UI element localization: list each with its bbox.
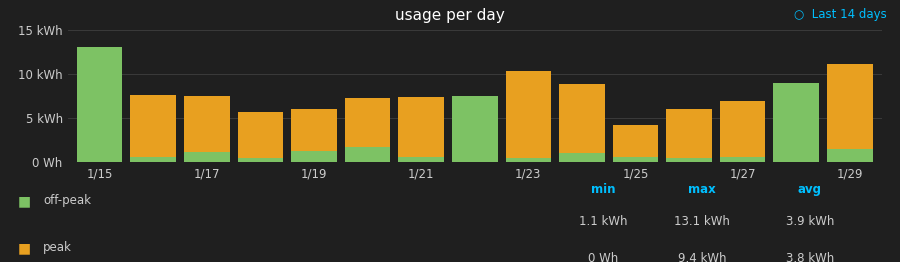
Text: ■: ■ (18, 241, 32, 255)
Bar (292, 108, 337, 151)
Bar (613, 125, 658, 157)
Bar (345, 98, 391, 146)
Text: 3.8 kWh: 3.8 kWh (786, 252, 834, 262)
Bar (238, 112, 284, 158)
Bar (76, 47, 122, 162)
Bar (773, 83, 819, 162)
Text: usage per day: usage per day (395, 8, 505, 23)
Text: off-peak: off-peak (43, 194, 91, 207)
Bar (613, 157, 658, 162)
Bar (399, 97, 444, 157)
Text: 13.1 kWh: 13.1 kWh (674, 215, 730, 228)
Bar (720, 101, 766, 157)
Text: 0 Wh: 0 Wh (588, 252, 618, 262)
Bar (184, 96, 230, 152)
Bar (184, 152, 230, 162)
Bar (506, 71, 551, 158)
Bar (506, 158, 551, 162)
Bar (399, 157, 444, 162)
Bar (238, 158, 284, 162)
Text: min: min (590, 183, 616, 196)
Bar (559, 84, 605, 153)
Bar (827, 149, 873, 162)
Bar (666, 158, 712, 162)
Bar (666, 110, 712, 158)
Bar (827, 64, 873, 149)
Text: 9.4 kWh: 9.4 kWh (678, 252, 726, 262)
Text: peak: peak (43, 241, 72, 254)
Bar (345, 146, 391, 162)
Bar (452, 96, 498, 162)
Bar (130, 95, 176, 157)
Bar (292, 151, 337, 162)
Text: max: max (688, 183, 716, 196)
Text: avg: avg (798, 183, 822, 196)
Bar (130, 157, 176, 162)
Text: 3.9 kWh: 3.9 kWh (786, 215, 834, 228)
Text: 1.1 kWh: 1.1 kWh (579, 215, 627, 228)
Bar (720, 157, 766, 162)
Text: ■: ■ (18, 194, 32, 208)
Bar (559, 153, 605, 162)
Text: ○  Last 14 days: ○ Last 14 days (794, 8, 886, 21)
